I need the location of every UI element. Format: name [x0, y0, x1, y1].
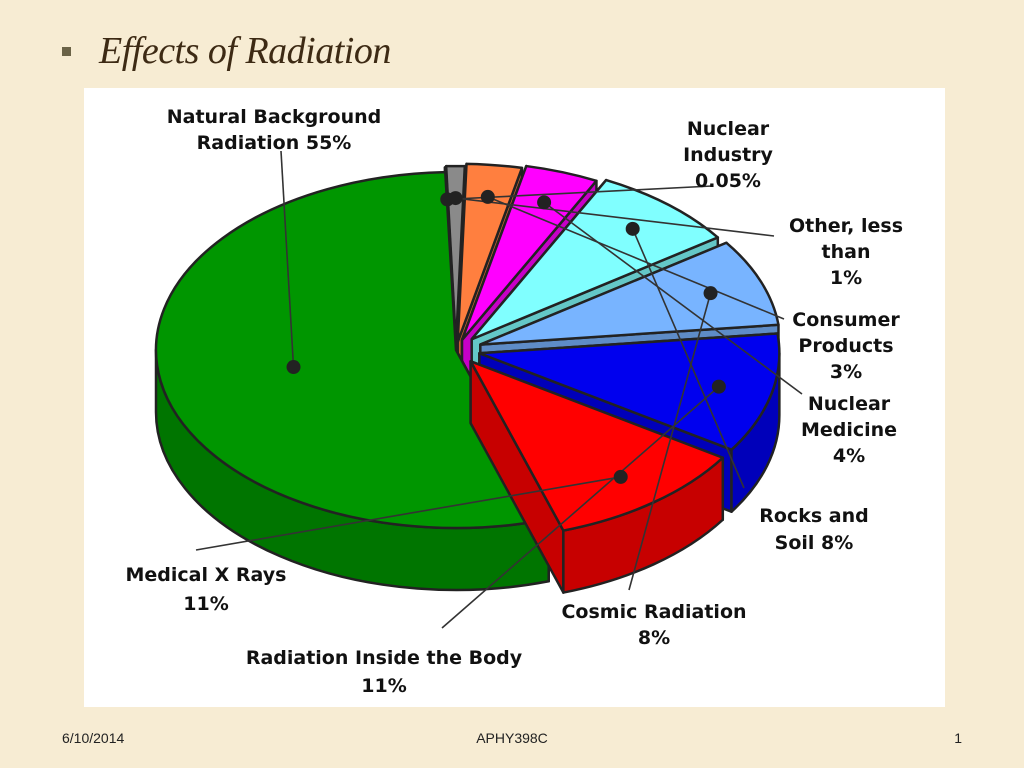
slice-label: 11% [361, 675, 406, 697]
slice-label: 1% [830, 267, 862, 289]
slice-marker-dot [703, 286, 718, 301]
slide-title: Effects of Radiation [99, 30, 391, 72]
slice-label: 0.05% [695, 170, 761, 192]
slice-label: 11% [183, 593, 228, 615]
slice-label: Industry [683, 144, 773, 166]
leader-line [195, 476, 621, 551]
slice-label: Products [798, 335, 893, 357]
slice-label: than [822, 241, 871, 263]
slice-label: 3% [830, 361, 862, 383]
slice-label: Radiation Inside the Body [246, 647, 523, 669]
slice-marker-dot [625, 221, 640, 236]
leader-line [631, 228, 745, 489]
slice-label: Medical X Rays [126, 564, 287, 586]
slice-label: Medicine [801, 419, 897, 441]
pie-slice [469, 360, 725, 594]
slice-marker-dot [286, 360, 301, 375]
slice-label: Cosmic Radiation [561, 601, 746, 623]
slide-title-row: Effects of Radiation [62, 26, 391, 76]
slice-marker-dot [613, 469, 628, 484]
footer-date: 6/10/2014 [62, 730, 125, 746]
slice-label: Rocks and [759, 505, 868, 527]
slice-label: 4% [833, 445, 865, 467]
pie-chart: Natural Background Radiation 55% Nuclear In… [126, 106, 904, 697]
slice-marker-dot [480, 189, 495, 204]
slice-label: Radiation 55% [197, 132, 352, 154]
slice-marker-dot [537, 195, 552, 210]
footer-page-number: 1 [954, 730, 962, 746]
slice-label: Soil 8% [775, 532, 854, 554]
chart-panel: Natural Background Radiation 55% Nuclear In… [84, 88, 945, 707]
slice-label: 8% [638, 627, 670, 649]
bullet-icon [62, 46, 71, 56]
footer-course: APHY398C [476, 730, 548, 746]
slice-label: Consumer [792, 309, 900, 331]
slice-marker-dot [448, 191, 463, 206]
slice-marker-dot [711, 379, 726, 394]
leader-line [543, 201, 803, 395]
leader-line [280, 150, 295, 368]
leader-line [455, 197, 775, 237]
slice-label: Nuclear [808, 393, 891, 415]
slice-label: Nuclear [687, 118, 770, 140]
leader-line [628, 292, 712, 591]
leader-line [487, 196, 785, 320]
slice-label: Other, less [789, 215, 903, 237]
leader-line [441, 386, 720, 629]
slice-label: Natural Background [167, 106, 382, 128]
